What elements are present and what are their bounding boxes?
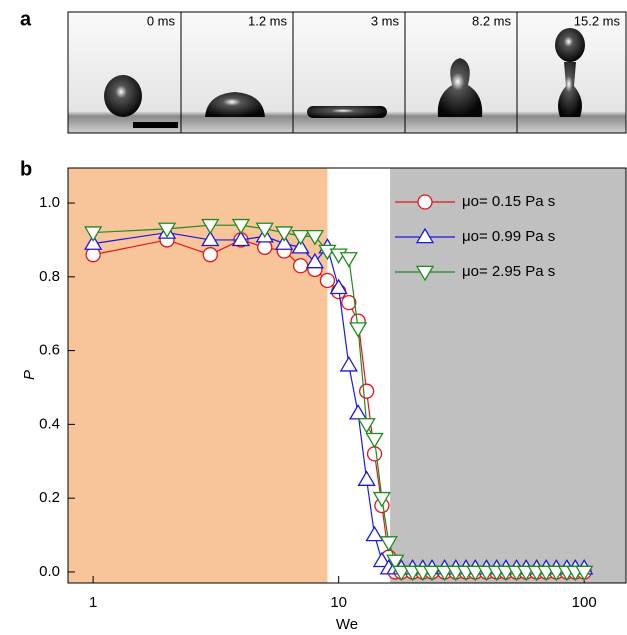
x-tick-label: 1 <box>89 594 97 611</box>
marker <box>341 294 357 311</box>
marker <box>231 230 251 247</box>
marker <box>358 383 375 399</box>
marker <box>357 418 376 434</box>
marker <box>348 404 368 420</box>
marker <box>466 565 485 582</box>
marker <box>392 565 411 582</box>
marker <box>435 565 454 582</box>
frame-time: 3 ms <box>371 13 400 28</box>
marker <box>415 227 435 244</box>
marker <box>83 234 103 250</box>
legend-label: μo= 0.15 Pa s <box>462 193 555 210</box>
marker <box>415 265 435 282</box>
marker <box>291 229 310 246</box>
marker <box>292 258 309 274</box>
y-axis-label: P <box>21 370 38 380</box>
marker <box>348 322 368 338</box>
marker <box>305 252 325 269</box>
marker <box>366 446 383 462</box>
droplet <box>104 75 142 117</box>
marker <box>275 226 294 242</box>
droplet <box>437 58 483 117</box>
x-tick-label: 10 <box>330 594 347 611</box>
legend: μo= 0.15 Pa s μo= 0.99 Pa s μo= 2.95 Pa s <box>395 193 555 282</box>
marker <box>372 551 392 568</box>
frames <box>67 11 627 134</box>
marker <box>339 252 358 268</box>
marker <box>231 218 251 235</box>
y-tick-label: 0.6 <box>39 342 60 359</box>
marker <box>201 230 220 247</box>
marker <box>201 218 220 235</box>
regions <box>68 168 626 583</box>
y-tick-label: 0.0 <box>39 563 60 580</box>
marker <box>422 565 442 582</box>
marker <box>255 222 274 239</box>
marker <box>319 272 336 289</box>
panel-label: a <box>20 8 32 30</box>
frame-labels: 0 ms 1.2 ms 3 ms 8.2 ms 15.2 ms <box>147 13 621 28</box>
scale-bar <box>133 122 178 128</box>
droplet <box>555 28 585 62</box>
marker <box>357 470 376 486</box>
marker <box>575 565 594 582</box>
droplet <box>558 62 582 117</box>
droplet <box>205 92 265 117</box>
marker <box>157 222 177 239</box>
y-tick-label: 0.4 <box>39 415 60 432</box>
marker <box>291 238 310 254</box>
marker <box>379 536 398 552</box>
y-tick-label: 1.0 <box>39 194 60 211</box>
x-tick-label: 100 <box>572 594 597 611</box>
marker <box>365 432 384 449</box>
x-axis-label: We <box>336 616 358 633</box>
y-tick-label: 0.8 <box>39 268 60 285</box>
y-tick-label: 0.2 <box>39 489 60 506</box>
frame-time: 0 ms <box>147 13 176 28</box>
droplet <box>307 106 387 118</box>
marker <box>83 226 103 242</box>
marker <box>305 229 325 246</box>
marker <box>386 554 405 571</box>
marker <box>339 356 358 372</box>
series <box>83 218 594 582</box>
marker <box>365 525 384 542</box>
frame-time: 8.2 ms <box>472 13 512 28</box>
marker <box>372 491 392 508</box>
marker <box>275 234 294 250</box>
plot-frame <box>67 167 627 584</box>
panel-label: b <box>20 158 32 180</box>
frame-time: 15.2 ms <box>574 13 621 28</box>
frame-time: 1.2 ms <box>248 13 288 28</box>
legend-label: μo= 2.95 Pa s <box>462 263 555 280</box>
marker <box>329 278 348 295</box>
marker <box>202 247 218 263</box>
legend-label: μo= 0.99 Pa s <box>462 228 555 245</box>
marker <box>417 194 433 210</box>
